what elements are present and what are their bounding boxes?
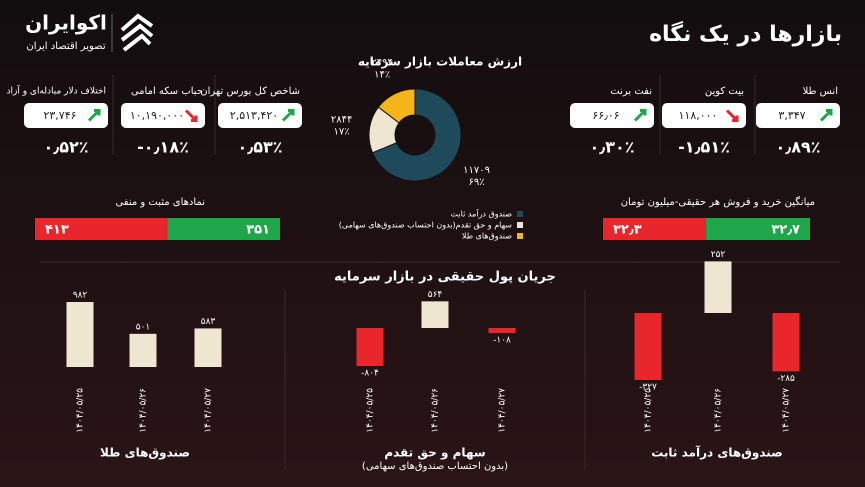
x-tick-label: ۱۴۰۴/۰۵/۲۵ [76,388,86,433]
brand: اکوایران [25,11,107,35]
legend-label: صندوق‌های طلا [462,232,512,241]
page-title: بازارها در یک نگاه [649,20,842,47]
bar-value-label: -۳۲۷ [639,383,657,393]
indicator-title: حباب سکه امامی [131,86,203,97]
bar-value-label: ۵۰۱ [136,322,151,332]
bar [129,333,157,367]
indicator-box [662,103,746,128]
chart-title: ارزش معاملات بازار سرمایه [358,55,522,69]
x-tick-label: ۱۴۰۴/۰۵/۲۷ [498,388,508,433]
x-tick-label: ۱۴۰۴/۰۵/۲۷ [204,388,214,433]
bar-value-label: -۲۸۵ [777,374,795,384]
chart-subtitle: (بدون احتساب صندوق‌های سهامی) [362,461,508,472]
split-label: ۳۲٫۳ [613,223,642,238]
indicator-value: ۳,۳۴۷ [778,109,805,122]
indicator-title: اختلاف دلار مبادله‌ای و آزاد [6,85,106,97]
bar-value-label: ۹۸۲ [73,291,88,301]
split-segment [35,218,168,240]
bar-value-label: ۲۵۲ [711,250,726,260]
bar-value-label: -۱۰۸ [493,336,511,346]
indicator-box [218,103,302,128]
indicator-box [570,103,654,128]
x-tick-label: ۱۴۰۴/۰۵/۲۵ [366,388,376,433]
chart-title: صندوق‌های درآمد ثابت [651,445,783,461]
bar [356,328,384,366]
indicator-arrow [819,109,833,122]
indicator-change: -۱٫۵۱٪ [678,138,730,157]
chart-title: نمادهای مثبت و منفی [115,197,205,208]
bar-value-label: -۸۰۴ [361,369,379,379]
pie-percent-label: ۶۹٪ [469,177,485,188]
legend-swatch [517,211,523,217]
indicator-change: ۰٫۸۹٪ [775,138,820,157]
indicator-arrow [87,109,101,122]
indicator-value: ۲,۵۱۳,۴۲۰ [230,109,278,122]
bar [421,301,449,328]
legend-label: صندوق درآمد ثابت [451,209,513,219]
indicator-arrow [281,109,295,122]
bar-value-label: ۵۶۴ [428,290,443,300]
bar [488,328,516,334]
legend-label: سهام و حق تقدم(بدون احتساب صندوق‌های سها… [339,221,513,230]
indicator-value: ۱۰,۱۹۰,۰۰۰ [130,109,184,122]
pie-percent-label: ۱۷٪ [334,127,350,138]
pie-slice [371,88,462,182]
pie-value-label: ۲۸۴۴ [331,115,352,126]
indicator-title: نفت برنت [610,86,652,97]
section-title: جریان پول حقیقی در بازار سرمایه [334,270,556,285]
indicator-arrow [725,109,739,122]
indicator-box [121,103,205,128]
bar-value-label: ۵۸۳ [201,317,216,327]
indicator-change: ۰٫۵۳٪ [237,138,282,157]
logo-icon [120,13,154,52]
legend-swatch [517,233,523,239]
indicator-change: ۰٫۵۲٪ [43,138,88,157]
x-tick-label: ۱۴۰۴/۰۵/۲۶ [139,388,149,433]
bar [634,313,662,380]
bar [194,328,222,367]
indicator-value: ۱۱۸,۰۰۰ [679,109,718,122]
chart-title: سهام و حق تقدم [384,446,485,461]
x-tick-label: ۱۴۰۴/۰۵/۲۶ [431,388,441,433]
bar [772,313,800,372]
indicator-change: -۰٫۱۸٪ [137,138,189,157]
split-label: ۴۱۳ [45,223,69,238]
bar [704,261,732,313]
indicator-title: انس طلا [803,86,838,97]
indicator-value: ۲۳,۷۴۶ [43,109,76,122]
chart-title: صندوق‌های طلا [100,446,190,461]
split-label: ۳۲٫۷ [771,223,800,238]
tagline: تصویر اقتصاد ایران [26,41,105,52]
indicator-box [24,103,108,128]
indicator-box [756,103,840,128]
indicator-value: ۶۶٫۰۶ [592,109,619,122]
indicator-title: شاخص کل بورس تهران [200,86,300,97]
chart-title: میانگین خرید و فروش هر حقیقی-میلیون توما… [621,196,815,208]
split-segment [167,218,280,240]
pie-percent-label: ۱۴٪ [374,70,390,81]
bar [66,302,94,367]
split-segment [603,218,706,240]
x-tick-label: ۱۴۰۴/۰۵/۲۵ [644,388,654,433]
split-segment [705,218,810,240]
split-label: ۳۵۱ [246,223,270,238]
pie-slice [377,88,416,124]
pie-value-label: ۲۴۹۴ [371,58,392,69]
indicator-arrow [184,109,198,122]
legend-swatch [517,222,523,228]
pie-value-label: ۱۱۷۰۹ [463,165,490,176]
indicator-change: ۰٫۳۰٪ [589,138,634,157]
indicator-arrow [633,109,647,122]
x-tick-label: ۱۴۰۴/۰۵/۲۶ [714,388,724,433]
x-tick-label: ۱۴۰۴/۰۵/۲۷ [782,388,792,433]
indicator-title: بیت کوین [705,86,744,97]
